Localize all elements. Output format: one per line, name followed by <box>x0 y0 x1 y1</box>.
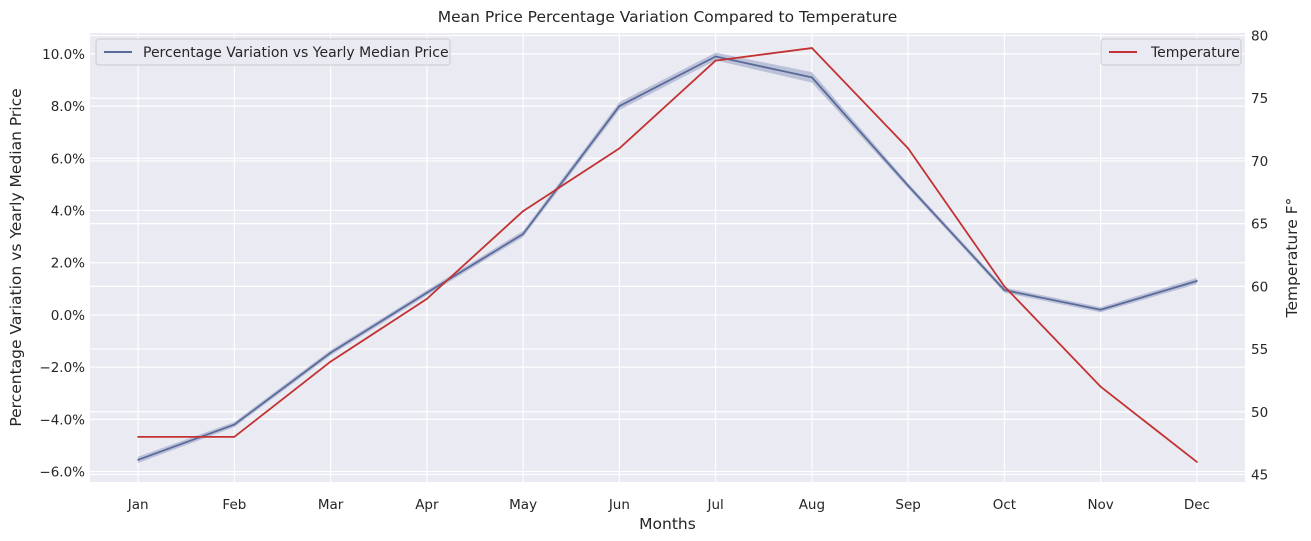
right-y-tick-label: 75 <box>1251 91 1268 107</box>
left-y-tick-label: 10.0% <box>42 47 85 63</box>
data-point-1 <box>233 435 236 438</box>
data-point-1 <box>907 147 910 150</box>
left-axis-ticks: −6.0% −4.0% −2.0% 0.0% 2.0% 4.0% 6.0% 8.0% 10.0% <box>39 47 85 481</box>
x-tick-label: Jun <box>608 497 630 513</box>
left-y-tick-label: −2.0% <box>39 360 85 376</box>
right-y-tick-label: 80 <box>1251 29 1268 45</box>
x-tick-label: Jan <box>127 497 149 513</box>
left-y-tick-label: 8.0% <box>51 99 85 115</box>
right-axis-label: Temperature F° <box>1283 198 1301 319</box>
series-line-1 <box>138 47 1198 463</box>
x-tick-label: Dec <box>1184 497 1210 513</box>
series-lines <box>137 47 1198 463</box>
series-line-0 <box>137 55 1198 461</box>
x-tick-label: May <box>509 497 537 513</box>
legend-price-variation: Percentage Variation vs Yearly Median Pr… <box>95 38 451 66</box>
x-tick-label: Apr <box>415 497 439 513</box>
data-point-1 <box>714 59 717 62</box>
legend-label-price-variation: Percentage Variation vs Yearly Median Pr… <box>143 45 449 61</box>
legend-box <box>1100 38 1242 66</box>
x-tick-label: Mar <box>318 497 344 513</box>
data-point-0 <box>907 184 910 187</box>
data-point-1 <box>618 147 621 150</box>
right-y-tick-label: 50 <box>1251 405 1268 421</box>
data-point-0 <box>1099 308 1102 311</box>
left-y-tick-label: 2.0% <box>51 256 85 272</box>
data-point-1 <box>137 435 140 438</box>
left-y-tick-label: 6.0% <box>51 151 85 167</box>
legend-label-temperature: Temperature <box>1150 45 1240 61</box>
data-point-0 <box>233 423 236 426</box>
x-tick-label: Oct <box>993 497 1016 513</box>
right-y-tick-label: 70 <box>1251 154 1268 170</box>
x-tick-label: Jul <box>706 497 723 513</box>
plot-area <box>90 33 1245 482</box>
x-axis-label: Months <box>639 515 696 533</box>
gridlines <box>90 33 1245 482</box>
left-y-tick-label: 0.0% <box>51 308 85 324</box>
data-point-0 <box>810 76 813 79</box>
left-y-tick-label: −6.0% <box>39 465 85 481</box>
x-axis-ticks: Jan Feb Mar Apr May Jun Jul Aug Sep Oct Nov Dec <box>127 497 1210 513</box>
legend-box <box>95 38 451 66</box>
right-y-tick-label: 65 <box>1251 217 1268 233</box>
data-point-0 <box>714 55 717 58</box>
x-tick-label: Sep <box>895 497 920 513</box>
chart-title: Mean Price Percentage Variation Compared… <box>438 8 897 26</box>
right-y-tick-label: 60 <box>1251 279 1268 295</box>
right-y-tick-label: 55 <box>1251 342 1268 358</box>
left-axis-label: Percentage Variation vs Yearly Median Pr… <box>7 88 25 426</box>
data-point-0 <box>618 105 621 107</box>
data-point-1 <box>1195 461 1198 463</box>
data-point-1 <box>425 297 428 300</box>
data-point-1 <box>522 210 525 212</box>
data-point-1 <box>1099 385 1102 388</box>
right-y-tick-label: 45 <box>1251 467 1268 483</box>
left-y-tick-label: 4.0% <box>51 204 85 220</box>
right-axis-ticks: 45 50 55 60 65 70 75 80 <box>1251 29 1268 484</box>
x-tick-label: Aug <box>799 497 825 513</box>
data-point-1 <box>810 47 813 49</box>
data-point-0 <box>1195 280 1198 282</box>
data-point-0 <box>425 291 428 294</box>
data-point-0 <box>522 233 525 235</box>
data-point-0 <box>1003 289 1006 292</box>
legend-temperature: Temperature <box>1100 38 1242 66</box>
data-point-0 <box>137 458 140 461</box>
data-point-0 <box>329 351 332 354</box>
x-tick-label: Feb <box>222 497 246 513</box>
data-point-1 <box>1003 285 1006 288</box>
left-y-tick-label: −4.0% <box>39 412 85 428</box>
data-point-1 <box>329 360 332 363</box>
x-tick-label: Nov <box>1087 497 1113 513</box>
